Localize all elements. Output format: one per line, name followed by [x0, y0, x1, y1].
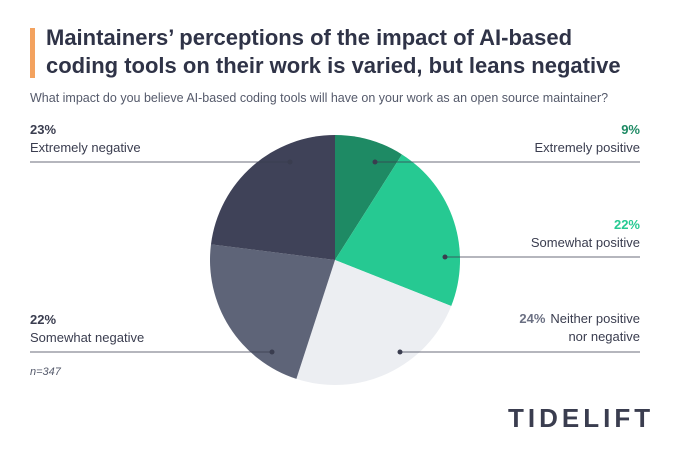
leader-dot — [372, 159, 378, 165]
leader-dot — [287, 159, 293, 165]
leader-dot — [442, 254, 448, 260]
leader-dot — [269, 349, 275, 355]
slice-name: Somewhat negative — [30, 330, 145, 345]
slice-percent: 24% — [519, 311, 546, 326]
chart-title: Maintainers’ perceptions of the impact o… — [46, 25, 621, 78]
slice-name: Neither positive nor negative — [550, 311, 640, 344]
pie-slice — [296, 260, 452, 385]
pie-slice — [209, 244, 335, 379]
chart-subtitle: What impact do you believe AI-based codi… — [30, 91, 609, 105]
slice-name: Extremely positive — [534, 140, 640, 155]
slice-label: 22% Somewhat negative — [30, 311, 144, 347]
pie-slice — [335, 154, 460, 307]
slice-name: Somewhat positive — [530, 235, 640, 250]
slice-percent: 9% — [621, 122, 640, 137]
slice-label: 9% Extremely positive — [535, 121, 640, 157]
slice-label: 22% Somewhat positive — [531, 216, 640, 252]
slice-percent: 22% — [30, 312, 57, 327]
slice-label: 24% Neither positive nor negative — [517, 310, 640, 346]
pie-slice — [210, 135, 335, 260]
accent-bar — [30, 28, 35, 78]
slice-percent: 23% — [30, 122, 57, 137]
leader-dot — [397, 349, 403, 355]
sample-note: n=347 — [30, 366, 61, 378]
logo: TIDELIFT — [508, 403, 655, 433]
slice-name: Extremely negative — [30, 140, 141, 155]
pie-slice — [335, 135, 402, 260]
slice-label: 23% Extremely negative — [30, 121, 141, 157]
slice-percent: 22% — [613, 217, 640, 232]
